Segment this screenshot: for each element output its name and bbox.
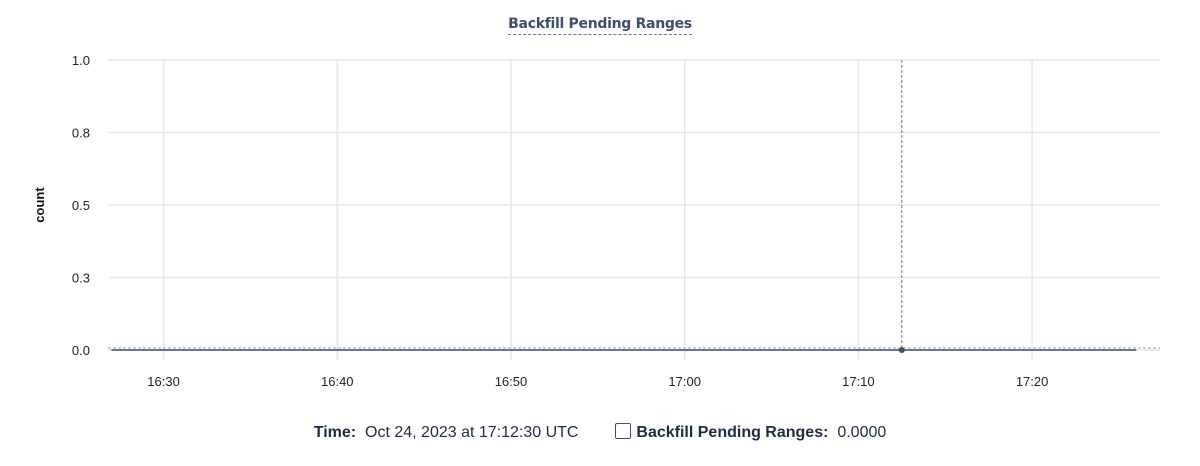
x-tick-label: 16:50 [495, 374, 528, 389]
y-tick-label: 1.0 [72, 53, 90, 68]
cursor-point [898, 347, 905, 353]
time-value: Oct 24, 2023 at 17:12:30 UTC [365, 424, 579, 441]
tooltip-legend: Time: Oct 24, 2023 at 17:12:30 UTC Backf… [0, 423, 1200, 442]
x-tick-label: 16:30 [147, 374, 180, 389]
y-tick-label: 0.8 [72, 126, 90, 141]
chart-title: Backfill Pending Ranges [0, 15, 1200, 35]
x-tick-label: 17:10 [842, 374, 875, 389]
series-label: Backfill Pending Ranges: [636, 424, 829, 441]
x-tick-label: 17:00 [668, 374, 701, 389]
y-tick-label: 0.5 [72, 198, 90, 213]
y-tick-label: 0.0 [72, 343, 90, 358]
chart: 0.0 0.3 0.5 0.8 1.0 16:30 16:40 16:50 17:00 17:10… [32, 53, 1160, 389]
y-axis-label: count [32, 187, 47, 223]
time-label: Time: [313, 424, 357, 441]
y-tick-label: 0.3 [72, 271, 90, 286]
x-tick-label: 16:40 [321, 374, 354, 389]
x-tick-label: 17:20 [1016, 374, 1049, 389]
series-value: 0.0000 [837, 424, 887, 441]
series-checkbox[interactable] [615, 423, 632, 439]
